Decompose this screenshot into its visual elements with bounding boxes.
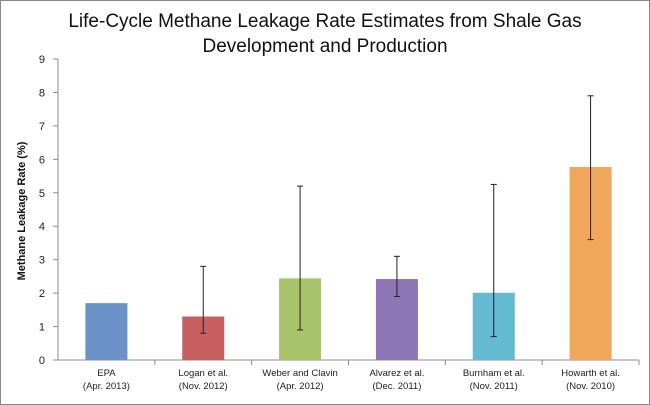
- y-tick-label: 2: [39, 288, 45, 300]
- x-category-sublabel: (Nov. 2011): [470, 381, 518, 392]
- chart-title-line-1: Life-Cycle Methane Leakage Rate Estimate…: [68, 11, 581, 32]
- y-tick-label: 4: [39, 221, 45, 233]
- x-category-label: Logan et al.: [178, 368, 228, 379]
- y-tick-label: 8: [39, 87, 45, 99]
- bar: [85, 303, 128, 360]
- x-category-label: Weber and Clavin: [262, 368, 337, 379]
- y-axis-label: Methane Leakage Rate (%): [16, 141, 28, 280]
- x-category-sublabel: (Apr. 2013): [83, 381, 130, 392]
- y-tick-label: 3: [39, 255, 45, 267]
- y-tick-label: 7: [39, 121, 45, 133]
- x-category-label: Burnham et al.: [463, 368, 525, 379]
- x-category-label: Alvarez et al.: [369, 368, 424, 379]
- y-tick-label: 9: [39, 54, 45, 66]
- x-category-sublabel: (Apr. 2012): [277, 381, 324, 392]
- chart-title-line-2: Development and Production: [202, 36, 447, 57]
- x-category-label: Howarth et al.: [561, 368, 620, 379]
- plot-area: 0 1 2 3 4 5 6 7 8 9 EPA (Apr. 2013) Logan et al. (Nov…: [39, 54, 640, 392]
- x-category-sublabel: (Nov. 2010): [566, 381, 615, 392]
- x-category-label: EPA: [97, 368, 116, 379]
- y-tick-label: 5: [39, 188, 45, 200]
- y-tick-label: 0: [39, 355, 45, 367]
- x-category-sublabel: (Nov. 2012): [179, 381, 228, 392]
- y-tick-label: 6: [39, 154, 45, 166]
- x-category-sublabel: (Dec. 2011): [372, 381, 421, 392]
- y-tick-label: 1: [39, 322, 45, 334]
